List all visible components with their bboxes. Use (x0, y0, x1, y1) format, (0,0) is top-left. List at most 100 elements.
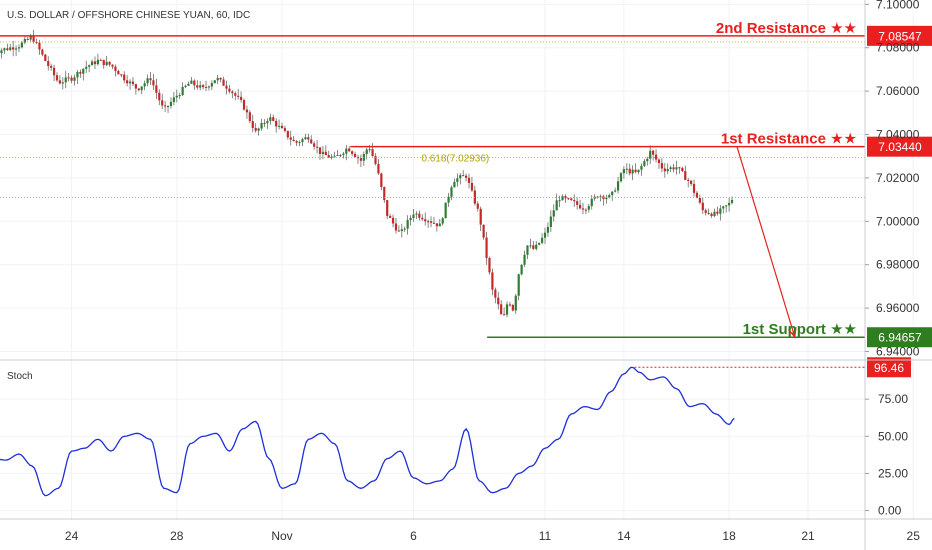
candle-body (50, 66, 53, 68)
price-tick-label: 7.04000 (876, 128, 920, 142)
candle-body (277, 125, 281, 127)
candle-body (549, 216, 552, 227)
candle-body (453, 181, 456, 188)
candle-body (526, 245, 529, 255)
candle-body (219, 77, 222, 80)
candle-body (473, 190, 476, 204)
price-tick-label: 7.02000 (876, 171, 920, 185)
candle-body (514, 295, 517, 311)
candle-body (415, 213, 418, 215)
candle-body (614, 190, 617, 192)
candle-body (687, 179, 690, 181)
grid (0, 0, 914, 520)
candle-body (307, 137, 310, 140)
candle-body (257, 128, 260, 131)
candles-layer (0, 29, 734, 318)
candle-body (497, 297, 500, 305)
candle-body (99, 59, 102, 61)
candle-body (403, 228, 406, 230)
candle-body (231, 91, 234, 94)
candle-body (552, 210, 555, 217)
candle-body (576, 201, 579, 205)
level-label: 1st Support ★★ (743, 321, 857, 338)
candle-body (389, 216, 392, 218)
candle-body (684, 171, 687, 180)
candle-body (654, 154, 658, 160)
candle-body (529, 245, 532, 247)
candle-body (315, 146, 319, 148)
stoch-max-tag (867, 357, 911, 378)
stoch-tick-label: 0.00 (878, 504, 902, 518)
candle-body (155, 85, 158, 93)
indicator-name: Stoch (7, 371, 33, 382)
candle-body (353, 153, 357, 157)
levels-layer: 2nd Resistance ★★ 7.08547 1st Resistance ★… (0, 20, 932, 348)
candle-body (397, 230, 400, 232)
candle-body (85, 66, 88, 69)
stoch-max-tag-text: 96.46 (874, 361, 904, 375)
candle-body (690, 180, 693, 184)
candle-body (383, 186, 386, 201)
candle-body (90, 61, 94, 66)
stoch-layer: 96.46 (0, 357, 911, 497)
candle-body (187, 83, 190, 86)
candle-body (657, 159, 661, 164)
candle-body (289, 137, 292, 140)
candle-body (17, 47, 21, 49)
candle-body (9, 47, 12, 50)
candle-body (76, 71, 79, 78)
candle-body (117, 70, 120, 75)
candle-body (666, 169, 669, 172)
candle-body (675, 167, 678, 170)
candle-body (608, 195, 611, 198)
projection-arrow-line (736, 146, 796, 338)
candle-body (427, 221, 430, 223)
candle-body (616, 181, 620, 191)
candle-body (707, 212, 710, 214)
candle-body (365, 149, 368, 154)
candle-body (394, 223, 398, 231)
candle-body (640, 165, 643, 170)
candle-body (713, 211, 716, 217)
projection-arrow-head (787, 327, 797, 339)
candle-body (637, 169, 640, 173)
candle-body (158, 92, 161, 101)
candle-body (251, 121, 254, 129)
candle-body (462, 175, 465, 177)
candle-body (660, 163, 663, 169)
candle-body (73, 77, 76, 81)
candle-body (704, 210, 707, 213)
candle-body (210, 83, 213, 87)
level-label: 2nd Resistance ★★ (716, 20, 857, 37)
candle-body (558, 200, 561, 202)
candle-body (573, 200, 576, 202)
candle-body (310, 139, 313, 144)
level-price-tag (867, 25, 932, 46)
candle-body (202, 85, 205, 88)
candle-body (386, 200, 389, 217)
candle-body (111, 64, 114, 67)
candle-body (128, 81, 132, 84)
candle-body (532, 245, 535, 249)
candle-body (44, 54, 47, 62)
candle-body (178, 95, 181, 97)
candle-body (275, 120, 278, 127)
candle-body (491, 272, 494, 290)
candle-body (330, 156, 333, 158)
candle-body (301, 139, 304, 143)
candle-body (190, 80, 193, 84)
candle-body (599, 196, 602, 198)
candle-body (242, 99, 246, 110)
candle-body (181, 86, 184, 96)
price-tick-label: 7.06000 (876, 84, 920, 98)
candle-body (14, 48, 18, 50)
candle-body (207, 86, 211, 88)
candle-body (447, 196, 450, 203)
candle-body (482, 224, 485, 238)
candle-body (96, 59, 99, 65)
candle-body (628, 168, 631, 174)
candle-body (295, 141, 298, 143)
candle-body (152, 80, 155, 86)
